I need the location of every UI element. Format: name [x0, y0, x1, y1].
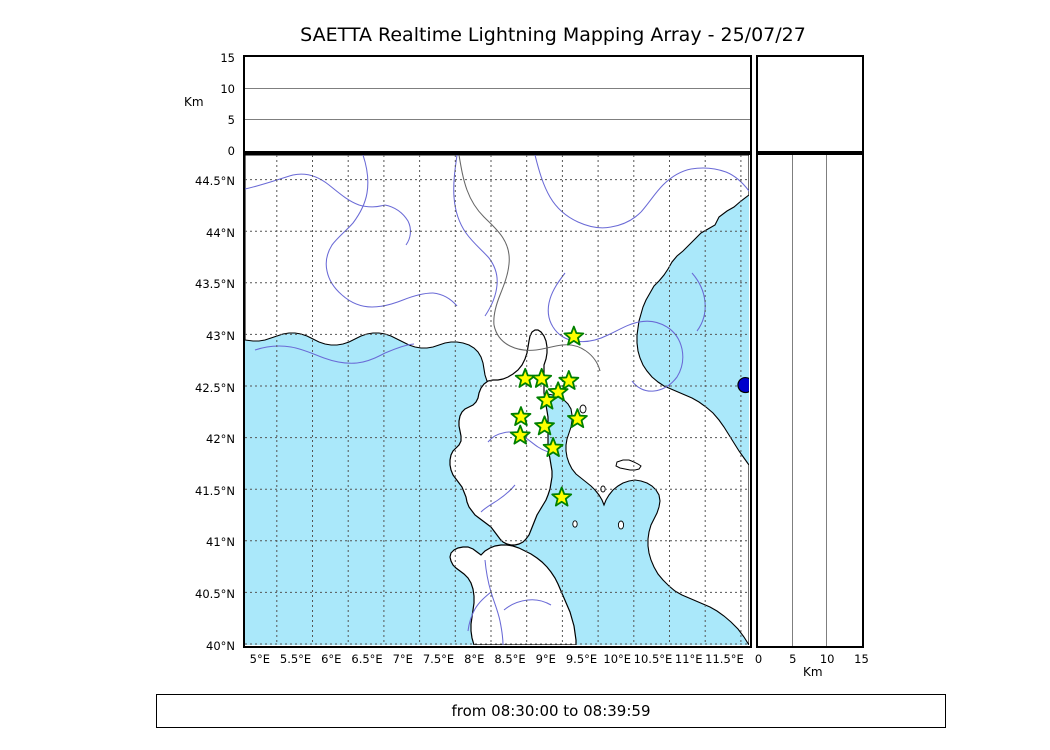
longitude-tick-12: 11°E	[674, 652, 703, 666]
latitude-tick-6: 43°N	[206, 329, 235, 344]
mainland-coastline	[245, 155, 749, 645]
lightning-marker-layer[interactable]	[509, 325, 749, 507]
lightning-star-marker[interactable]	[534, 415, 555, 436]
edge-circle-marker[interactable]	[737, 376, 749, 394]
lightning-star-marker[interactable]	[567, 408, 588, 429]
right-km-tick-0: 0	[754, 652, 763, 666]
elba-island	[615, 459, 642, 471]
islet-capraia	[579, 404, 587, 414]
map-gridlines	[245, 155, 749, 645]
lightning-star-marker[interactable]	[542, 437, 564, 457]
longitude-tick-9: 9.5°E	[565, 652, 598, 666]
altitude-tick-2: 10	[220, 81, 235, 96]
right-km-tick-2: 10	[819, 652, 835, 666]
altitude-tick-3: 15	[220, 50, 235, 65]
latitude-tick-3: 41.5°N	[195, 483, 235, 498]
latitude-tick-4: 42°N	[206, 432, 235, 447]
altitude-latitude-panel	[756, 153, 864, 648]
right-km-tick-1: 5	[789, 652, 797, 666]
latitude-tick-2: 41°N	[206, 535, 235, 550]
latitude-tick-5: 42.5°N	[195, 380, 235, 395]
altitude-longitude-panel	[243, 55, 752, 153]
latitude-tick-1: 40.5°N	[195, 586, 235, 601]
corner-panel	[756, 55, 864, 153]
gridline-alt-5	[245, 118, 750, 120]
gridline-km-10	[825, 155, 827, 646]
longitude-tick-6: 8°E	[464, 652, 485, 666]
latitude-tick-9: 44.5°N	[195, 174, 235, 189]
lightning-star-marker[interactable]	[531, 367, 553, 388]
lightning-star-marker[interactable]	[510, 406, 532, 427]
gridline-km-5	[791, 155, 793, 646]
borders-layer	[458, 155, 601, 372]
time-range-text: from 08:30:00 to 08:39:59	[451, 702, 651, 720]
longitude-tick-3: 6.5°E	[351, 652, 383, 666]
right-km-tick-3: 15	[854, 652, 869, 666]
latitude-tick-8: 44°N	[206, 225, 235, 240]
latitude-tick-0: 40°N	[206, 638, 235, 653]
lightning-star-marker[interactable]	[563, 325, 585, 346]
gridline-alt-10	[245, 87, 750, 89]
longitude-tick-1: 5.5°E	[279, 652, 312, 666]
lightning-star-marker[interactable]	[551, 486, 573, 507]
longitude-tick-13: 11.5°E	[705, 652, 744, 666]
rivers-layer	[245, 155, 749, 645]
longitude-tick-11: 10.5°E	[633, 652, 673, 666]
altitude-axis-label: Km	[184, 95, 204, 109]
altitude-tick-1: 5	[227, 112, 235, 127]
longitude-tick-0: 5°E	[249, 652, 270, 666]
latitude-tick-7: 43.5°N	[195, 277, 235, 292]
lightning-star-marker[interactable]	[547, 381, 569, 402]
altitude-tick-0: 0	[227, 143, 235, 158]
longitude-tick-4: 7°E	[392, 652, 413, 666]
time-range-statusbar: from 08:30:00 to 08:39:59	[156, 694, 946, 728]
islet-montecristo	[572, 520, 578, 528]
longitude-tick-5: 7.5°E	[422, 652, 455, 666]
lightning-star-marker[interactable]	[509, 424, 531, 445]
islet-giglio	[617, 520, 625, 530]
lightning-star-marker[interactable]	[536, 389, 558, 410]
longitude-tick-10: 10°E	[603, 652, 632, 666]
map-graphic	[245, 155, 749, 645]
longitude-tick-2: 6°E	[321, 652, 342, 666]
right-km-axis-label: Km	[803, 665, 823, 679]
longitude-tick-8: 9°E	[535, 652, 556, 666]
longitude-tick-7: 8.5°E	[494, 652, 526, 666]
sardinia-coastline	[449, 544, 577, 645]
map-panel[interactable]	[243, 153, 752, 648]
page-title: SAETTA Realtime Lightning Mapping Array …	[300, 24, 806, 46]
lightning-star-marker[interactable]	[558, 370, 580, 390]
